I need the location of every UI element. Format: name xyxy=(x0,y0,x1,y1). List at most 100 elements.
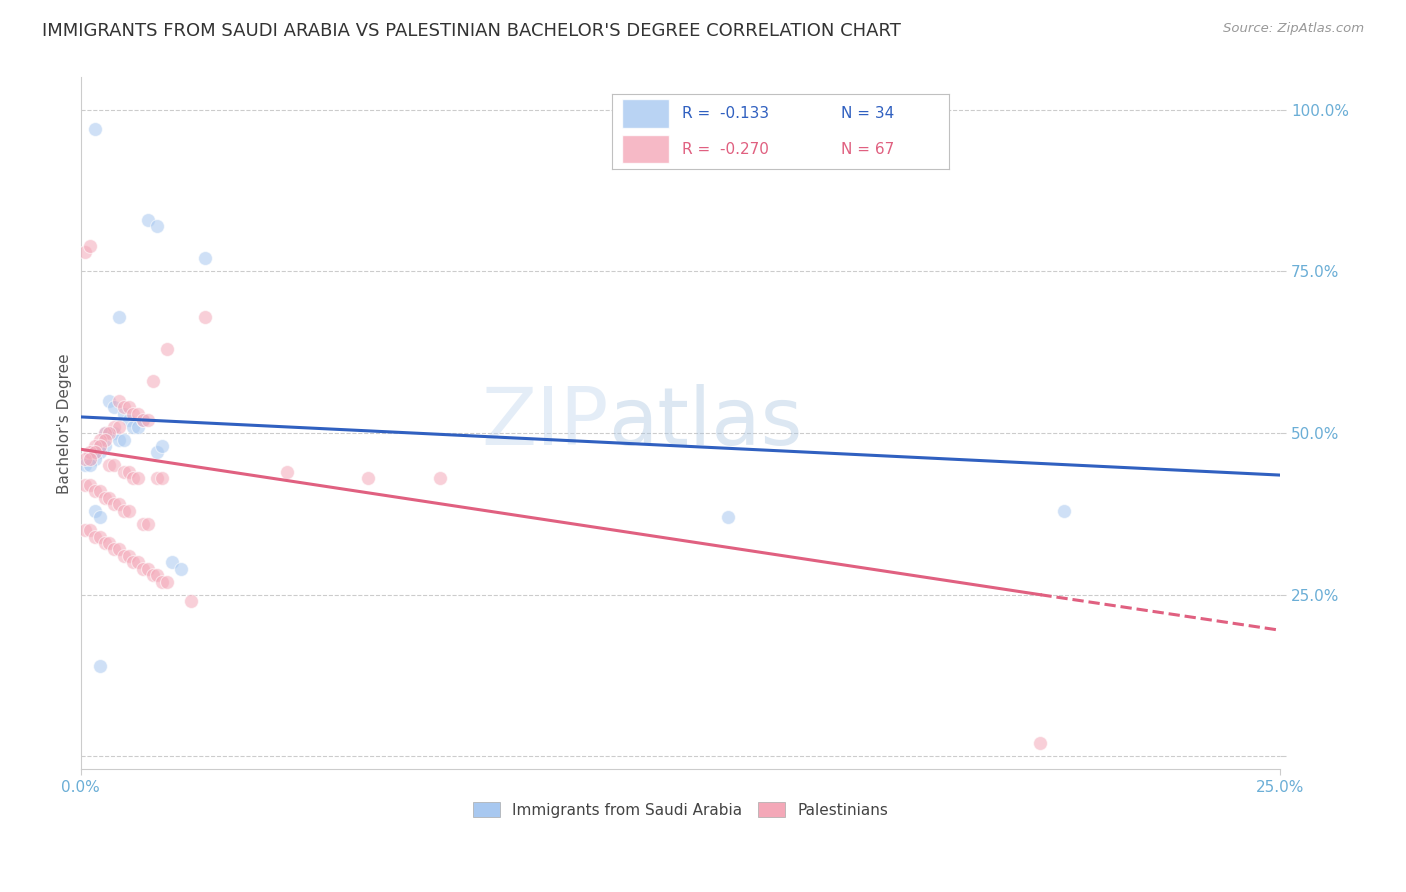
Point xyxy=(89,658,111,673)
Point xyxy=(108,497,131,511)
Point xyxy=(122,407,145,421)
Point xyxy=(141,375,163,389)
Point xyxy=(89,439,111,453)
Point xyxy=(75,452,97,467)
Point xyxy=(122,555,145,569)
Point xyxy=(194,252,217,266)
Point xyxy=(93,433,115,447)
Point xyxy=(127,471,149,485)
Point xyxy=(1053,503,1076,517)
Point xyxy=(103,426,125,441)
Point xyxy=(84,122,107,136)
Point xyxy=(93,426,115,441)
Point xyxy=(112,433,135,447)
Point xyxy=(146,471,169,485)
Legend: Immigrants from Saudi Arabia, Palestinians: Immigrants from Saudi Arabia, Palestinia… xyxy=(467,796,894,824)
Point xyxy=(429,471,451,485)
Text: Source: ZipAtlas.com: Source: ZipAtlas.com xyxy=(1223,22,1364,36)
FancyBboxPatch shape xyxy=(621,99,669,128)
Point xyxy=(93,491,115,505)
Point xyxy=(156,574,179,589)
Point xyxy=(170,562,193,576)
Text: N = 34: N = 34 xyxy=(841,106,894,121)
Text: R =  -0.270: R = -0.270 xyxy=(682,142,769,156)
Text: N = 67: N = 67 xyxy=(841,142,894,156)
Point xyxy=(117,503,139,517)
Point xyxy=(141,568,163,582)
Point xyxy=(150,574,173,589)
Point xyxy=(84,445,107,459)
Text: ZIP: ZIP xyxy=(481,384,609,462)
Point xyxy=(117,549,139,563)
Point xyxy=(132,413,155,427)
Point xyxy=(112,549,135,563)
Text: R =  -0.133: R = -0.133 xyxy=(682,106,769,121)
Point xyxy=(117,465,139,479)
Point xyxy=(93,439,115,453)
Point xyxy=(84,503,107,517)
Point xyxy=(93,426,115,441)
Point xyxy=(146,568,169,582)
Point xyxy=(108,310,131,324)
Point xyxy=(127,407,149,421)
Point xyxy=(89,529,111,543)
Point xyxy=(79,452,101,467)
FancyBboxPatch shape xyxy=(621,135,669,163)
Point xyxy=(79,458,101,473)
Point xyxy=(132,413,155,427)
Point xyxy=(117,413,139,427)
Point xyxy=(98,458,121,473)
Point xyxy=(156,342,179,356)
Point xyxy=(89,433,111,447)
Point xyxy=(132,516,155,531)
Point xyxy=(93,536,115,550)
Point xyxy=(98,426,121,441)
Point xyxy=(98,491,121,505)
Point xyxy=(89,439,111,453)
Point xyxy=(108,419,131,434)
Point xyxy=(136,562,159,576)
Point xyxy=(136,413,159,427)
Point xyxy=(160,555,183,569)
Point xyxy=(84,484,107,499)
Point xyxy=(84,529,107,543)
Point xyxy=(84,439,107,453)
Point xyxy=(79,452,101,467)
Point xyxy=(127,555,149,569)
Text: atlas: atlas xyxy=(609,384,803,462)
Point xyxy=(132,562,155,576)
Point xyxy=(150,471,173,485)
Point xyxy=(122,471,145,485)
Text: IMMIGRANTS FROM SAUDI ARABIA VS PALESTINIAN BACHELOR'S DEGREE CORRELATION CHART: IMMIGRANTS FROM SAUDI ARABIA VS PALESTIN… xyxy=(42,22,901,40)
Point xyxy=(103,497,125,511)
Point xyxy=(1029,736,1052,750)
Point xyxy=(89,510,111,524)
Point xyxy=(146,219,169,234)
Point xyxy=(98,536,121,550)
Point xyxy=(112,465,135,479)
Point xyxy=(136,212,159,227)
Point xyxy=(84,452,107,467)
Point xyxy=(79,477,101,491)
Point xyxy=(108,393,131,408)
Point xyxy=(89,445,111,459)
Point xyxy=(103,458,125,473)
Point xyxy=(84,445,107,459)
Point xyxy=(79,523,101,537)
Y-axis label: Bachelor's Degree: Bachelor's Degree xyxy=(58,353,72,493)
Point xyxy=(150,439,173,453)
Point xyxy=(75,458,97,473)
Point xyxy=(108,433,131,447)
Point xyxy=(98,393,121,408)
Point xyxy=(103,419,125,434)
Point xyxy=(103,401,125,415)
Point xyxy=(75,245,97,260)
Point xyxy=(108,542,131,557)
Point xyxy=(127,419,149,434)
Point xyxy=(89,484,111,499)
Point xyxy=(146,445,169,459)
Point xyxy=(79,238,101,252)
Point xyxy=(122,419,145,434)
Point xyxy=(180,594,202,608)
Point xyxy=(136,516,159,531)
